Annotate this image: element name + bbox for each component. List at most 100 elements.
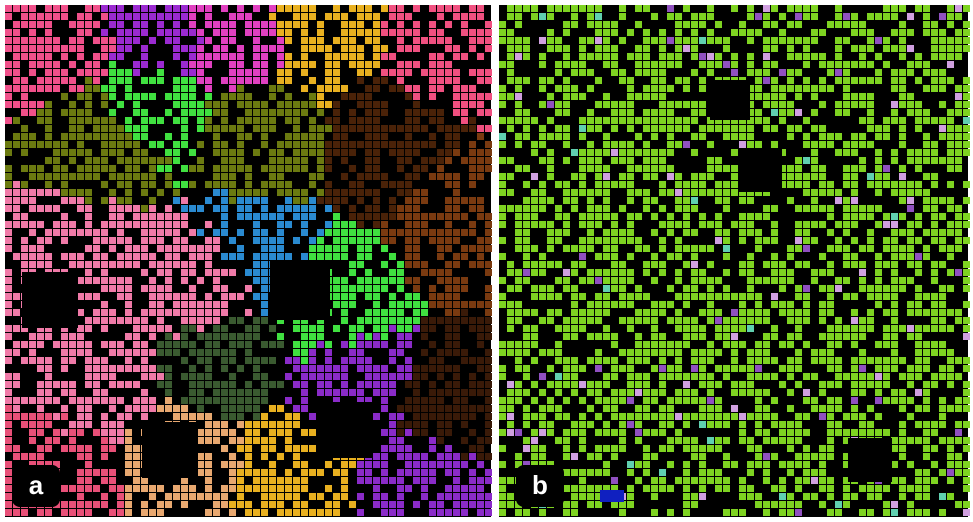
cell	[309, 333, 316, 340]
cell	[595, 413, 602, 420]
cell	[357, 277, 364, 284]
cell	[477, 389, 484, 396]
cell	[45, 61, 52, 68]
cell	[587, 493, 594, 500]
cell	[301, 197, 308, 204]
cell	[141, 509, 148, 516]
cell	[899, 117, 906, 124]
cell	[37, 21, 44, 28]
cell	[531, 13, 538, 20]
cell	[149, 117, 156, 124]
cell	[923, 493, 930, 500]
cell	[317, 85, 324, 92]
cell	[229, 389, 236, 396]
cell	[429, 5, 436, 12]
cell	[381, 173, 388, 180]
cell	[619, 173, 626, 180]
cell	[61, 405, 68, 412]
cell	[571, 485, 578, 492]
cell	[787, 429, 794, 436]
cell	[381, 181, 388, 188]
cell	[899, 357, 906, 364]
cell	[595, 157, 602, 164]
cell	[715, 221, 722, 228]
cell	[867, 285, 874, 292]
cell	[173, 157, 180, 164]
cell	[659, 469, 666, 476]
cell	[795, 437, 802, 444]
cell	[683, 485, 690, 492]
cell	[229, 437, 236, 444]
cell	[69, 125, 76, 132]
cell	[851, 429, 858, 436]
cell	[133, 253, 140, 260]
cell	[349, 45, 356, 52]
cell	[189, 413, 196, 420]
cell	[819, 253, 826, 260]
cell	[261, 109, 268, 116]
cell	[397, 453, 404, 460]
cell	[365, 269, 372, 276]
cell	[675, 61, 682, 68]
cell	[485, 381, 492, 388]
cell	[603, 173, 610, 180]
cell	[923, 437, 930, 444]
cell	[691, 109, 698, 116]
cell	[659, 85, 666, 92]
cell	[587, 269, 594, 276]
cell	[381, 101, 388, 108]
cell	[437, 405, 444, 412]
cell	[85, 277, 92, 284]
cell	[181, 109, 188, 116]
cell	[413, 245, 420, 252]
cell	[285, 509, 292, 516]
cell	[619, 429, 626, 436]
cell	[189, 341, 196, 348]
cell	[141, 157, 148, 164]
cell	[341, 461, 348, 468]
cell	[835, 189, 842, 196]
cell	[133, 317, 140, 324]
cell	[141, 285, 148, 292]
cell	[197, 77, 204, 84]
cell	[117, 381, 124, 388]
cell	[333, 197, 340, 204]
cell	[651, 133, 658, 140]
hole	[738, 148, 782, 192]
cell	[85, 117, 92, 124]
cell	[373, 389, 380, 396]
cell	[875, 13, 882, 20]
cell	[397, 405, 404, 412]
cell	[189, 5, 196, 12]
cell	[421, 141, 428, 148]
cell	[627, 397, 634, 404]
cell	[787, 317, 794, 324]
cell	[875, 125, 882, 132]
cell	[453, 205, 460, 212]
cell	[515, 213, 522, 220]
cell	[309, 413, 316, 420]
cell	[947, 37, 954, 44]
cell	[675, 245, 682, 252]
cell	[373, 381, 380, 388]
cell	[699, 445, 706, 452]
cell	[627, 325, 634, 332]
cell	[429, 509, 436, 516]
cell	[955, 429, 962, 436]
cell	[603, 333, 610, 340]
cell	[779, 461, 786, 468]
cell	[907, 413, 914, 420]
cell	[851, 333, 858, 340]
cell	[915, 293, 922, 300]
cell	[205, 413, 212, 420]
cell	[85, 13, 92, 20]
cell	[499, 477, 506, 484]
cell	[499, 429, 506, 436]
cell	[5, 13, 12, 20]
cell	[221, 301, 228, 308]
cell	[205, 21, 212, 28]
cell	[61, 389, 68, 396]
cell	[787, 501, 794, 508]
cell	[53, 397, 60, 404]
cell	[125, 125, 132, 132]
